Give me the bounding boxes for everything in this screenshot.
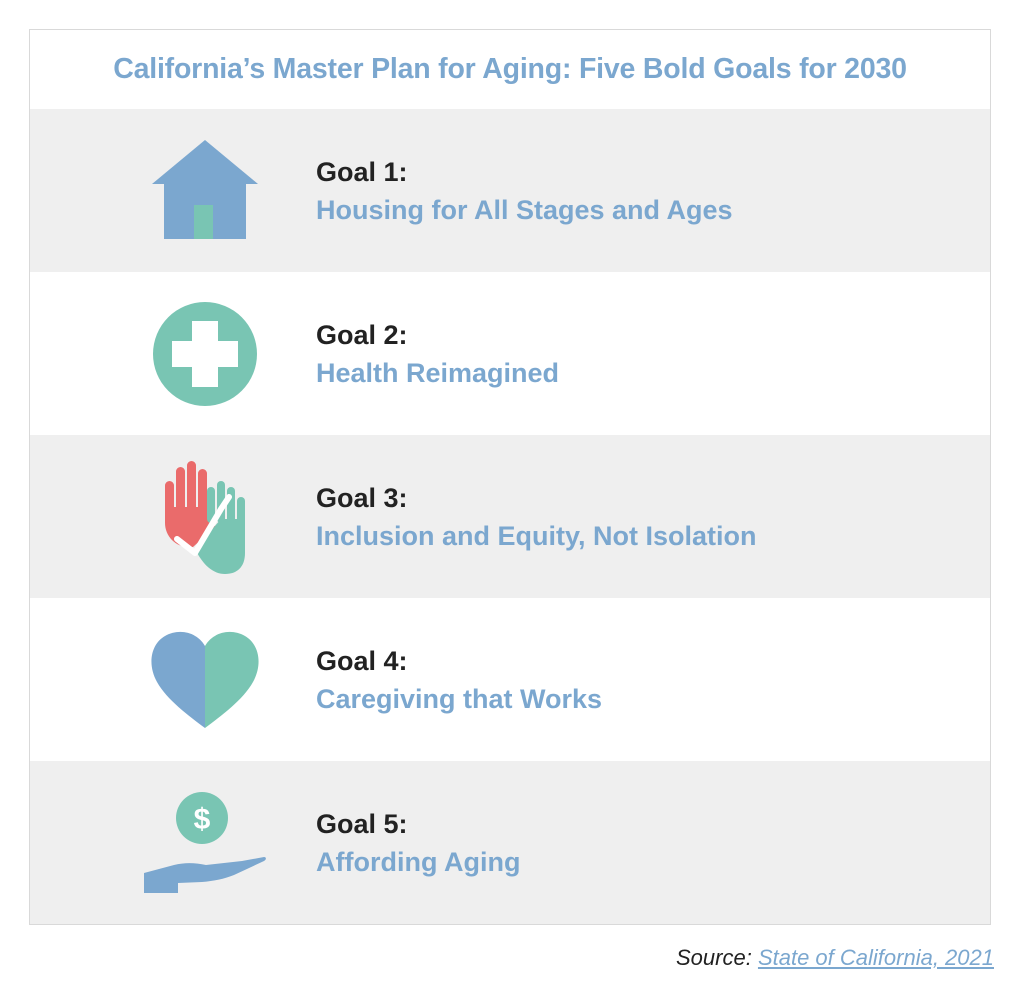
goal-number: Goal 3: — [316, 479, 757, 517]
hand-coin-icon: $ — [140, 761, 270, 924]
raised-hands-icon — [140, 435, 270, 598]
goal-name: Affording Aging — [316, 843, 520, 881]
house-icon — [140, 109, 270, 272]
goal-row-1: Goal 1: Housing for All Stages and Ages — [30, 109, 990, 272]
svg-text:$: $ — [194, 803, 211, 836]
source-label: Source: — [676, 945, 752, 970]
goal-number: Goal 4: — [316, 642, 602, 680]
goal-row-3: Goal 3: Inclusion and Equity, Not Isolat… — [30, 435, 990, 598]
heart-icon — [140, 598, 270, 761]
source-citation: Source: State of California, 2021 — [676, 945, 994, 971]
goal-row-5: $ Goal 5: Affording Aging — [30, 761, 990, 924]
goal-number: Goal 5: — [316, 805, 520, 843]
goal-row-2: Goal 2: Health Reimagined — [30, 272, 990, 435]
goal-row-4: Goal 4: Caregiving that Works — [30, 598, 990, 761]
goal-name: Health Reimagined — [316, 354, 559, 392]
goal-name: Inclusion and Equity, Not Isolation — [316, 517, 757, 555]
goal-name: Housing for All Stages and Ages — [316, 191, 733, 229]
infographic-title: California’s Master Plan for Aging: Five… — [30, 30, 990, 109]
goal-name: Caregiving that Works — [316, 680, 602, 718]
goal-number: Goal 1: — [316, 153, 733, 191]
goal-number: Goal 2: — [316, 316, 559, 354]
medical-cross-icon — [140, 272, 270, 435]
goals-card: California’s Master Plan for Aging: Five… — [29, 29, 991, 925]
source-link[interactable]: State of California, 2021 — [758, 945, 994, 970]
